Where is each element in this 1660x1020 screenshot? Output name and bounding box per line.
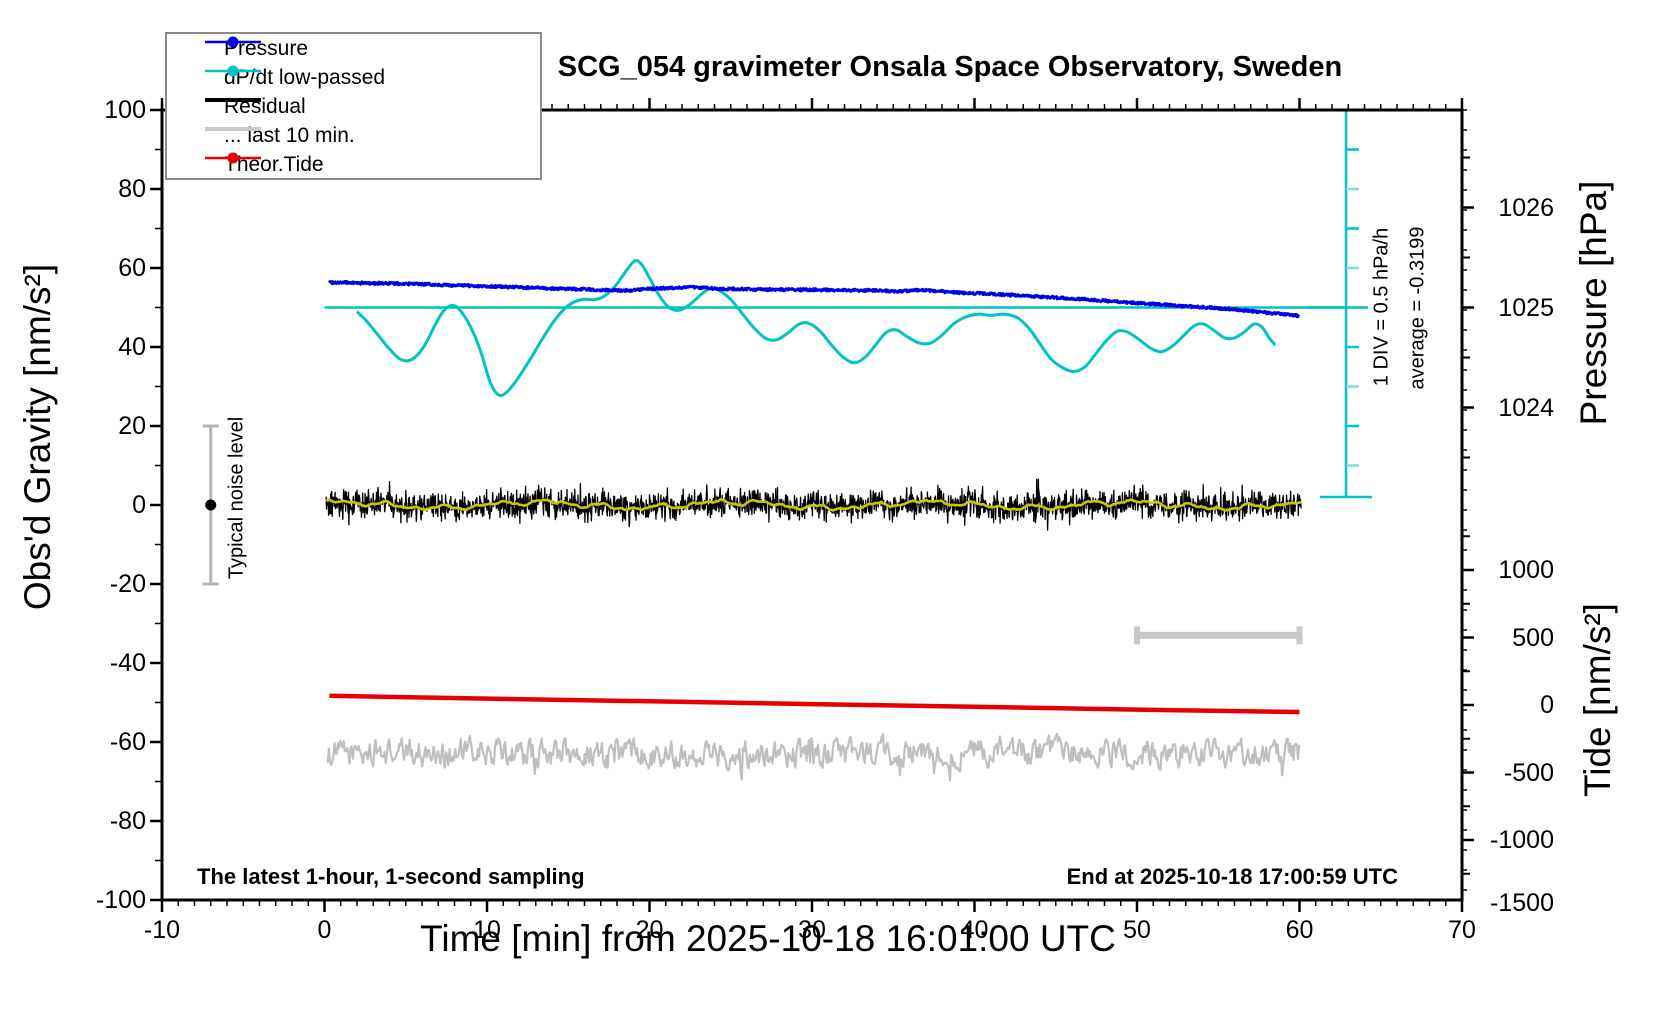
dpdt-group bbox=[355, 259, 1277, 397]
pressure-tick-label: 1024 bbox=[1498, 393, 1554, 422]
legend-item-dp-dt-low-passed: dP/dt low-passed bbox=[204, 63, 385, 91]
x-tick-label: 40 bbox=[960, 916, 989, 944]
pressure-tick-label: 1025 bbox=[1498, 293, 1554, 322]
pressure-curve bbox=[328, 280, 1301, 319]
y-axis-label-tide: Tide [nm/s²] bbox=[1577, 603, 1618, 797]
theor-tide-group bbox=[329, 693, 1300, 715]
gravity-tick-label: -20 bbox=[109, 570, 146, 598]
residual-group bbox=[325, 478, 1302, 531]
x-tick-label: 20 bbox=[635, 916, 664, 944]
residual-curve bbox=[325, 478, 1302, 531]
legend-item--last-10-min-: ... last 10 min. bbox=[204, 121, 355, 149]
dpdt-curve bbox=[355, 259, 1277, 397]
theor-tide-curve bbox=[329, 693, 1300, 715]
y-axis-label-gravity: Obs'd Gravity [nm/s²] bbox=[17, 263, 58, 611]
page-title: SCG_054 gravimeter Onsala Space Observat… bbox=[557, 51, 1343, 83]
sampling-note: The latest 1-hour, 1-second sampling bbox=[197, 864, 585, 889]
gravity-tick-label: -80 bbox=[109, 807, 146, 835]
legend-swatch-icon bbox=[205, 98, 261, 102]
legend-item-pressure: Pressure bbox=[204, 34, 308, 62]
plot-border bbox=[160, 108, 1464, 902]
x-tick-label: 50 bbox=[1123, 916, 1151, 944]
residual-smoothed-group bbox=[325, 498, 1302, 512]
x-tick-label: 0 bbox=[317, 916, 332, 944]
legend-swatch-icon bbox=[205, 36, 261, 48]
pressure-group bbox=[328, 280, 1301, 319]
x-tick-label: 70 bbox=[1448, 916, 1476, 944]
x-tick-label: -10 bbox=[143, 916, 181, 944]
gravity-tick-label: -40 bbox=[109, 649, 146, 677]
residual-smoothed-curve bbox=[325, 498, 1302, 512]
gravity-tick-label: -100 bbox=[95, 886, 146, 914]
legend-item-residual: Residual bbox=[204, 92, 306, 120]
x-tick-label: 10 bbox=[473, 916, 501, 944]
legend-swatch-icon bbox=[205, 152, 261, 164]
x-tick-label: 30 bbox=[798, 916, 826, 944]
x-tick-label: 60 bbox=[1285, 916, 1314, 944]
end-time-note: End at 2025-10-18 17:00:59 UTC bbox=[1066, 864, 1398, 889]
tide-tick-label: -500 bbox=[1503, 758, 1554, 787]
tide-tick-label: 0 bbox=[1540, 691, 1554, 719]
last10min-curve-group bbox=[326, 732, 1301, 782]
gravity-tick-label: -60 bbox=[109, 728, 146, 756]
gravity-tick-label: 80 bbox=[118, 175, 146, 203]
tide-tick-label: -1500 bbox=[1490, 889, 1554, 917]
legend-item-label: dP/dt low-passed bbox=[224, 65, 386, 89]
legend: Pressure dP/dt low-passed Residual... last… bbox=[165, 32, 542, 180]
y-axis-label-pressure: Pressure [hPa] bbox=[1573, 180, 1614, 426]
tide-tick-label: 1000 bbox=[1498, 556, 1554, 584]
gravity-tick-label: 0 bbox=[132, 491, 146, 519]
last10min-curve bbox=[326, 732, 1301, 782]
gravity-tick-label: 40 bbox=[118, 333, 146, 361]
legend-swatch-icon bbox=[205, 65, 261, 77]
noise-dot bbox=[205, 499, 217, 511]
gravity-tick-label: 100 bbox=[104, 96, 146, 124]
noise-errorbar bbox=[202, 424, 219, 586]
pressure-tick-label: 1026 bbox=[1498, 193, 1554, 222]
tide-tick-label: -1000 bbox=[1490, 826, 1554, 854]
dpdt-scalebar bbox=[1308, 108, 1372, 499]
typical-noise-label: Typical noise level bbox=[225, 416, 248, 580]
legend-item-theor-tide: Theor.Tide bbox=[204, 150, 324, 178]
tide-tick-label: 500 bbox=[1512, 623, 1554, 652]
div-scale-note: 1 DIV = 0.5 hPa/h bbox=[1370, 227, 1393, 387]
legend-swatch-icon bbox=[205, 127, 261, 131]
last10min-bar bbox=[1134, 626, 1303, 645]
x-axis-label: Time [min] from 2025-10-18 16:01:00 UTC bbox=[420, 918, 1116, 959]
average-note: average = -0.3199 bbox=[1406, 226, 1429, 390]
gravity-tick-label: 60 bbox=[118, 254, 146, 282]
gravity-tick-label: 20 bbox=[118, 412, 146, 440]
